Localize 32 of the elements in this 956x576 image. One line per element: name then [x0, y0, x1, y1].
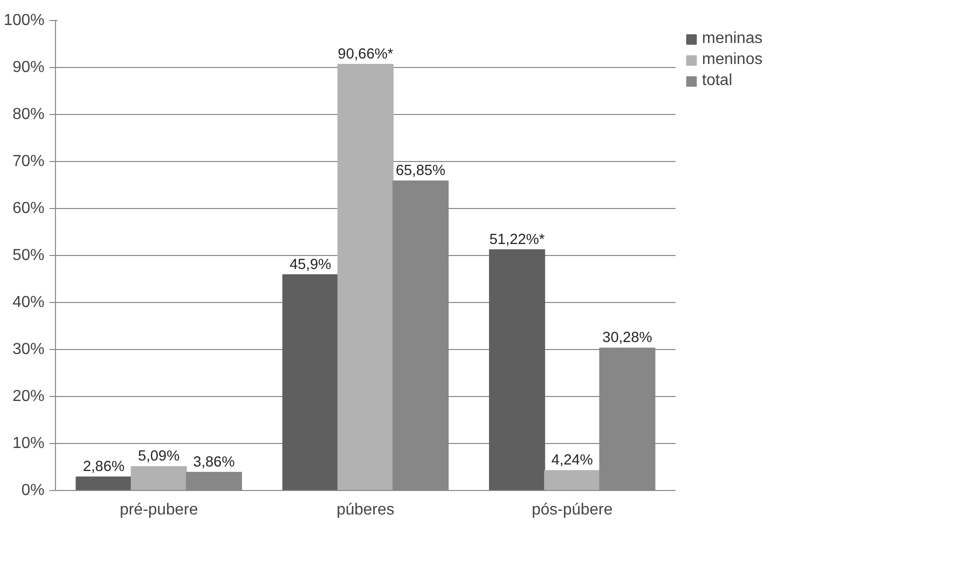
- bar: [337, 64, 394, 490]
- data-label: 90,66%*: [338, 46, 394, 62]
- bar: [76, 476, 132, 490]
- x-tick-label: púberes: [336, 502, 394, 518]
- y-tick-label: 70%: [12, 153, 45, 170]
- data-label: 51,22%*: [489, 232, 546, 248]
- legend-label: meninas: [702, 30, 762, 48]
- y-tick-label: 50%: [12, 247, 45, 264]
- y-tick-label: 10%: [12, 435, 45, 452]
- bar: [544, 470, 600, 490]
- bar: [130, 466, 187, 490]
- x-tick-label: pós-púbere: [532, 502, 613, 518]
- bar: [489, 249, 546, 490]
- y-tick-label: 0%: [21, 482, 44, 499]
- y-tick-label: 100%: [4, 12, 44, 29]
- y-tick-label: 90%: [12, 59, 45, 76]
- data-label: 5,09%: [138, 448, 180, 465]
- y-tick-label: 60%: [12, 200, 45, 217]
- x-tick-label: pré-pubere: [120, 502, 198, 518]
- y-tick-label: 80%: [12, 106, 45, 123]
- data-label: 2,86%: [82, 459, 125, 476]
- data-label: 3,86%: [193, 454, 235, 470]
- data-label: 30,28%: [602, 330, 652, 346]
- data-label: 4,24%: [551, 452, 593, 469]
- legend-label: total: [702, 72, 732, 90]
- y-tick-label: 30%: [12, 341, 45, 358]
- y-tick-label: 20%: [12, 388, 45, 405]
- y-tick-label: 40%: [12, 294, 45, 311]
- bar: [282, 274, 338, 490]
- data-label: 65,85%: [396, 163, 446, 180]
- legend-label: meninos: [702, 51, 762, 69]
- data-label: 45,9%: [290, 256, 332, 273]
